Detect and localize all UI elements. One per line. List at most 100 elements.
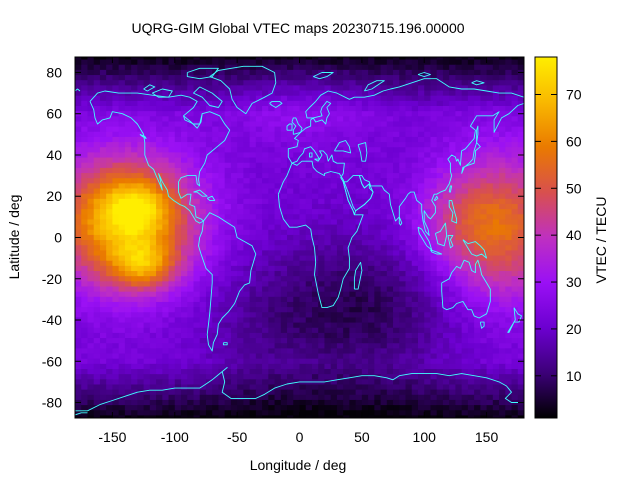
vtec-cell (81, 229, 89, 236)
vtec-cell (455, 111, 463, 117)
vtec-cell (324, 167, 332, 174)
vtec-cell (287, 286, 294, 293)
vtec-cell (187, 167, 195, 174)
vtec-cell (318, 338, 326, 344)
vtec-cell (262, 234, 269, 241)
vtec-cell (318, 142, 326, 148)
chart-title: UQRG-GIM Global VTEC maps 20230715.196.0… (131, 20, 464, 36)
vtec-cell (124, 178, 132, 184)
vtec-cell (330, 281, 338, 288)
vtec-cell (424, 75, 432, 81)
vtec-cell (268, 338, 276, 344)
vtec-cell (318, 80, 326, 86)
vtec-cell (87, 250, 95, 257)
vtec-cell (268, 286, 276, 293)
vtec-cell (181, 358, 188, 365)
vtec-cell (486, 198, 494, 205)
vtec-cell (411, 296, 419, 303)
vtec-cell (424, 162, 432, 169)
vtec-cell (193, 111, 201, 117)
vtec-cell (417, 384, 425, 391)
vtec-cell (87, 265, 95, 272)
vtec-cell (181, 80, 188, 86)
vtec-cell (449, 389, 457, 396)
vtec-cell (187, 343, 195, 349)
vtec-cell (268, 59, 276, 66)
vtec-cell (162, 260, 170, 267)
vtec-cell (143, 167, 151, 174)
vtec-cell (411, 234, 419, 241)
vtec-cell (305, 105, 313, 112)
vtec-cell (311, 384, 319, 391)
vtec-cell (393, 286, 400, 293)
vtec-cell (187, 121, 195, 128)
vtec-cell (517, 224, 524, 231)
vtec-cell (361, 136, 369, 143)
vtec-cell (243, 224, 251, 231)
vtec-cell (205, 162, 213, 169)
vtec-cell (355, 183, 363, 190)
vtec-cell (212, 307, 220, 313)
vtec-cell (330, 198, 338, 205)
vtec-cell (368, 394, 375, 401)
vtec-cell (162, 126, 170, 133)
vtec-cell (280, 64, 288, 71)
vtec-cell (430, 369, 438, 375)
vtec-cell (118, 322, 126, 329)
vtec-cell (81, 332, 89, 339)
vtec-cell (386, 245, 394, 251)
vtec-cell (318, 229, 326, 236)
vtec-cell (299, 338, 307, 344)
vtec-cell (324, 142, 332, 148)
vtec-cell (287, 142, 294, 148)
vtec-cell (430, 379, 438, 386)
vtec-cell (318, 312, 326, 319)
vtec-cell (461, 260, 469, 267)
vtec-cell (311, 353, 319, 360)
vtec-cell (455, 219, 463, 226)
vtec-cell (262, 147, 269, 154)
vtec-cell (374, 296, 382, 303)
vtec-cell (162, 157, 170, 164)
vtec-cell (343, 142, 350, 148)
vtec-cell (205, 147, 213, 154)
vtec-cell (287, 327, 294, 334)
vtec-cell (143, 348, 151, 355)
vtec-cell (205, 64, 213, 71)
vtec-cell (417, 80, 425, 86)
vtec-cell (430, 338, 438, 344)
vtec-cell (124, 410, 132, 417)
vtec-cell (336, 69, 344, 76)
vtec-cell (499, 229, 506, 236)
vtec-cell (174, 286, 182, 293)
vtec-cell (368, 59, 375, 66)
vtec-cell (480, 399, 488, 406)
vtec-cell (393, 307, 400, 313)
vtec-cell (336, 136, 344, 143)
vtec-cell (505, 64, 513, 71)
vtec-cell (199, 240, 207, 246)
vtec-cell (75, 265, 82, 272)
vtec-cell (193, 240, 201, 246)
vtec-cell (255, 90, 263, 97)
vtec-cell (205, 219, 213, 226)
vtec-cell (149, 178, 157, 184)
vtec-cell (106, 183, 114, 190)
vtec-cell (143, 152, 151, 159)
vtec-cell (287, 240, 294, 246)
vtec-cell (124, 307, 132, 313)
vtec-cell (249, 157, 257, 164)
vtec-cell (299, 111, 307, 117)
vtec-cell (162, 116, 170, 123)
vtec-cell (355, 95, 363, 102)
vtec-cell (505, 80, 513, 86)
vtec-cell (455, 209, 463, 215)
vtec-cell (106, 75, 114, 81)
vtec-cell (243, 136, 251, 143)
vtec-cell (430, 301, 438, 308)
vtec-cell (324, 394, 332, 401)
vtec-cell (455, 183, 463, 190)
vtec-cell (430, 152, 438, 159)
vtec-cell (268, 224, 276, 231)
vtec-cell (106, 209, 114, 215)
